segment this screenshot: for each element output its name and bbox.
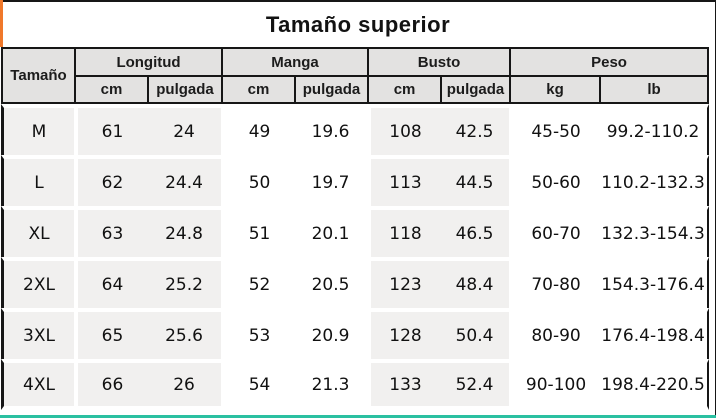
table-row: 2XL 64 25.2 52 20.5 123 48.4 70-80 154.3-176.4: [1, 257, 710, 308]
value-cell: 113: [367, 155, 441, 206]
value-cell: 63: [74, 206, 147, 257]
value-cell: 24.8: [147, 206, 222, 257]
size-table: Tamaño Longitud Manga Busto Peso cm pulg…: [1, 47, 710, 410]
value-cell: 65: [74, 308, 147, 359]
value-cell: 90-100: [509, 359, 600, 410]
value-cell: 54: [221, 359, 295, 410]
value-cell: 123: [367, 257, 441, 308]
value-cell: 50.4: [440, 308, 510, 359]
value-cell: 49: [221, 104, 295, 155]
header-manga-pulgada: pulgada: [294, 75, 368, 104]
header-group-busto: Busto: [367, 47, 510, 75]
header-longitud-pulgada: pulgada: [147, 75, 222, 104]
header-group-peso: Peso: [509, 47, 710, 75]
table-header: Tamaño Longitud Manga Busto Peso cm pulg…: [1, 47, 710, 104]
value-cell: 20.5: [294, 257, 368, 308]
value-cell: 132.3-154.3: [599, 206, 710, 257]
table-row: 3XL 65 25.6 53 20.9 128 50.4 80-90 176.4-198.4: [1, 308, 710, 359]
value-cell: 133: [367, 359, 441, 410]
value-cell: 108: [367, 104, 441, 155]
value-cell: 24.4: [147, 155, 222, 206]
value-cell: 21.3: [294, 359, 368, 410]
value-cell: 62: [74, 155, 147, 206]
value-cell: 52: [221, 257, 295, 308]
left-accent-bar: [0, 0, 3, 47]
value-cell: 50-60: [509, 155, 600, 206]
size-cell: 4XL: [1, 359, 74, 410]
bottom-accent-line: [0, 415, 716, 418]
value-cell: 52.4: [440, 359, 510, 410]
size-cell: 3XL: [1, 308, 74, 359]
value-cell: 20.1: [294, 206, 368, 257]
header-peso-lb: lb: [599, 75, 710, 104]
value-cell: 64: [74, 257, 147, 308]
header-group-row: Tamaño Longitud Manga Busto Peso: [1, 47, 710, 104]
table-body: M 61 24 49 19.6 108 42.5 45-50 99.2-110.2 L 62 24.4…: [1, 104, 710, 410]
header-busto-pulgada: pulgada: [440, 75, 510, 104]
value-cell: 61: [74, 104, 147, 155]
value-cell: 45-50: [509, 104, 600, 155]
value-cell: 20.9: [294, 308, 368, 359]
value-cell: 19.7: [294, 155, 368, 206]
size-cell: M: [1, 104, 74, 155]
value-cell: 19.6: [294, 104, 368, 155]
header-manga-cm: cm: [221, 75, 295, 104]
value-cell: 99.2-110.2: [599, 104, 710, 155]
table-row: L 62 24.4 50 19.7 113 44.5 50-60 110.2-132.3: [1, 155, 710, 206]
value-cell: 66: [74, 359, 147, 410]
header-busto-cm: cm: [367, 75, 441, 104]
value-cell: 25.6: [147, 308, 222, 359]
value-cell: 118: [367, 206, 441, 257]
value-cell: 42.5: [440, 104, 510, 155]
header-group-manga: Manga: [221, 47, 368, 75]
header-group-longitud: Longitud: [74, 47, 222, 75]
value-cell: 70-80: [509, 257, 600, 308]
value-cell: 48.4: [440, 257, 510, 308]
value-cell: 60-70: [509, 206, 600, 257]
value-cell: 80-90: [509, 308, 600, 359]
value-cell: 128: [367, 308, 441, 359]
value-cell: 25.2: [147, 257, 222, 308]
table-row: 4XL 66 26 54 21.3 133 52.4 90-100 198.4-220.5: [1, 359, 710, 410]
size-cell: XL: [1, 206, 74, 257]
table-row: XL 63 24.8 51 20.1 118 46.5 60-70 132.3-154.3: [1, 206, 710, 257]
header-size: Tamaño: [1, 47, 74, 104]
header-peso-kg: kg: [509, 75, 600, 104]
value-cell: 26: [147, 359, 222, 410]
value-cell: 50: [221, 155, 295, 206]
value-cell: 44.5: [440, 155, 510, 206]
value-cell: 24: [147, 104, 222, 155]
value-cell: 154.3-176.4: [599, 257, 710, 308]
table-row: M 61 24 49 19.6 108 42.5 45-50 99.2-110.2: [1, 104, 710, 155]
size-cell: 2XL: [1, 257, 74, 308]
header-sub-row: cm pulgada cm pulgada cm pulgada kg lb: [1, 75, 710, 104]
page-title: Tamaño superior: [265, 12, 451, 37]
value-cell: 110.2-132.3: [599, 155, 710, 206]
size-cell: L: [1, 155, 74, 206]
top-border-line: [0, 0, 716, 2]
value-cell: 51: [221, 206, 295, 257]
value-cell: 46.5: [440, 206, 510, 257]
value-cell: 53: [221, 308, 295, 359]
value-cell: 176.4-198.4: [599, 308, 710, 359]
value-cell: 198.4-220.5: [599, 359, 710, 410]
header-longitud-cm: cm: [74, 75, 147, 104]
